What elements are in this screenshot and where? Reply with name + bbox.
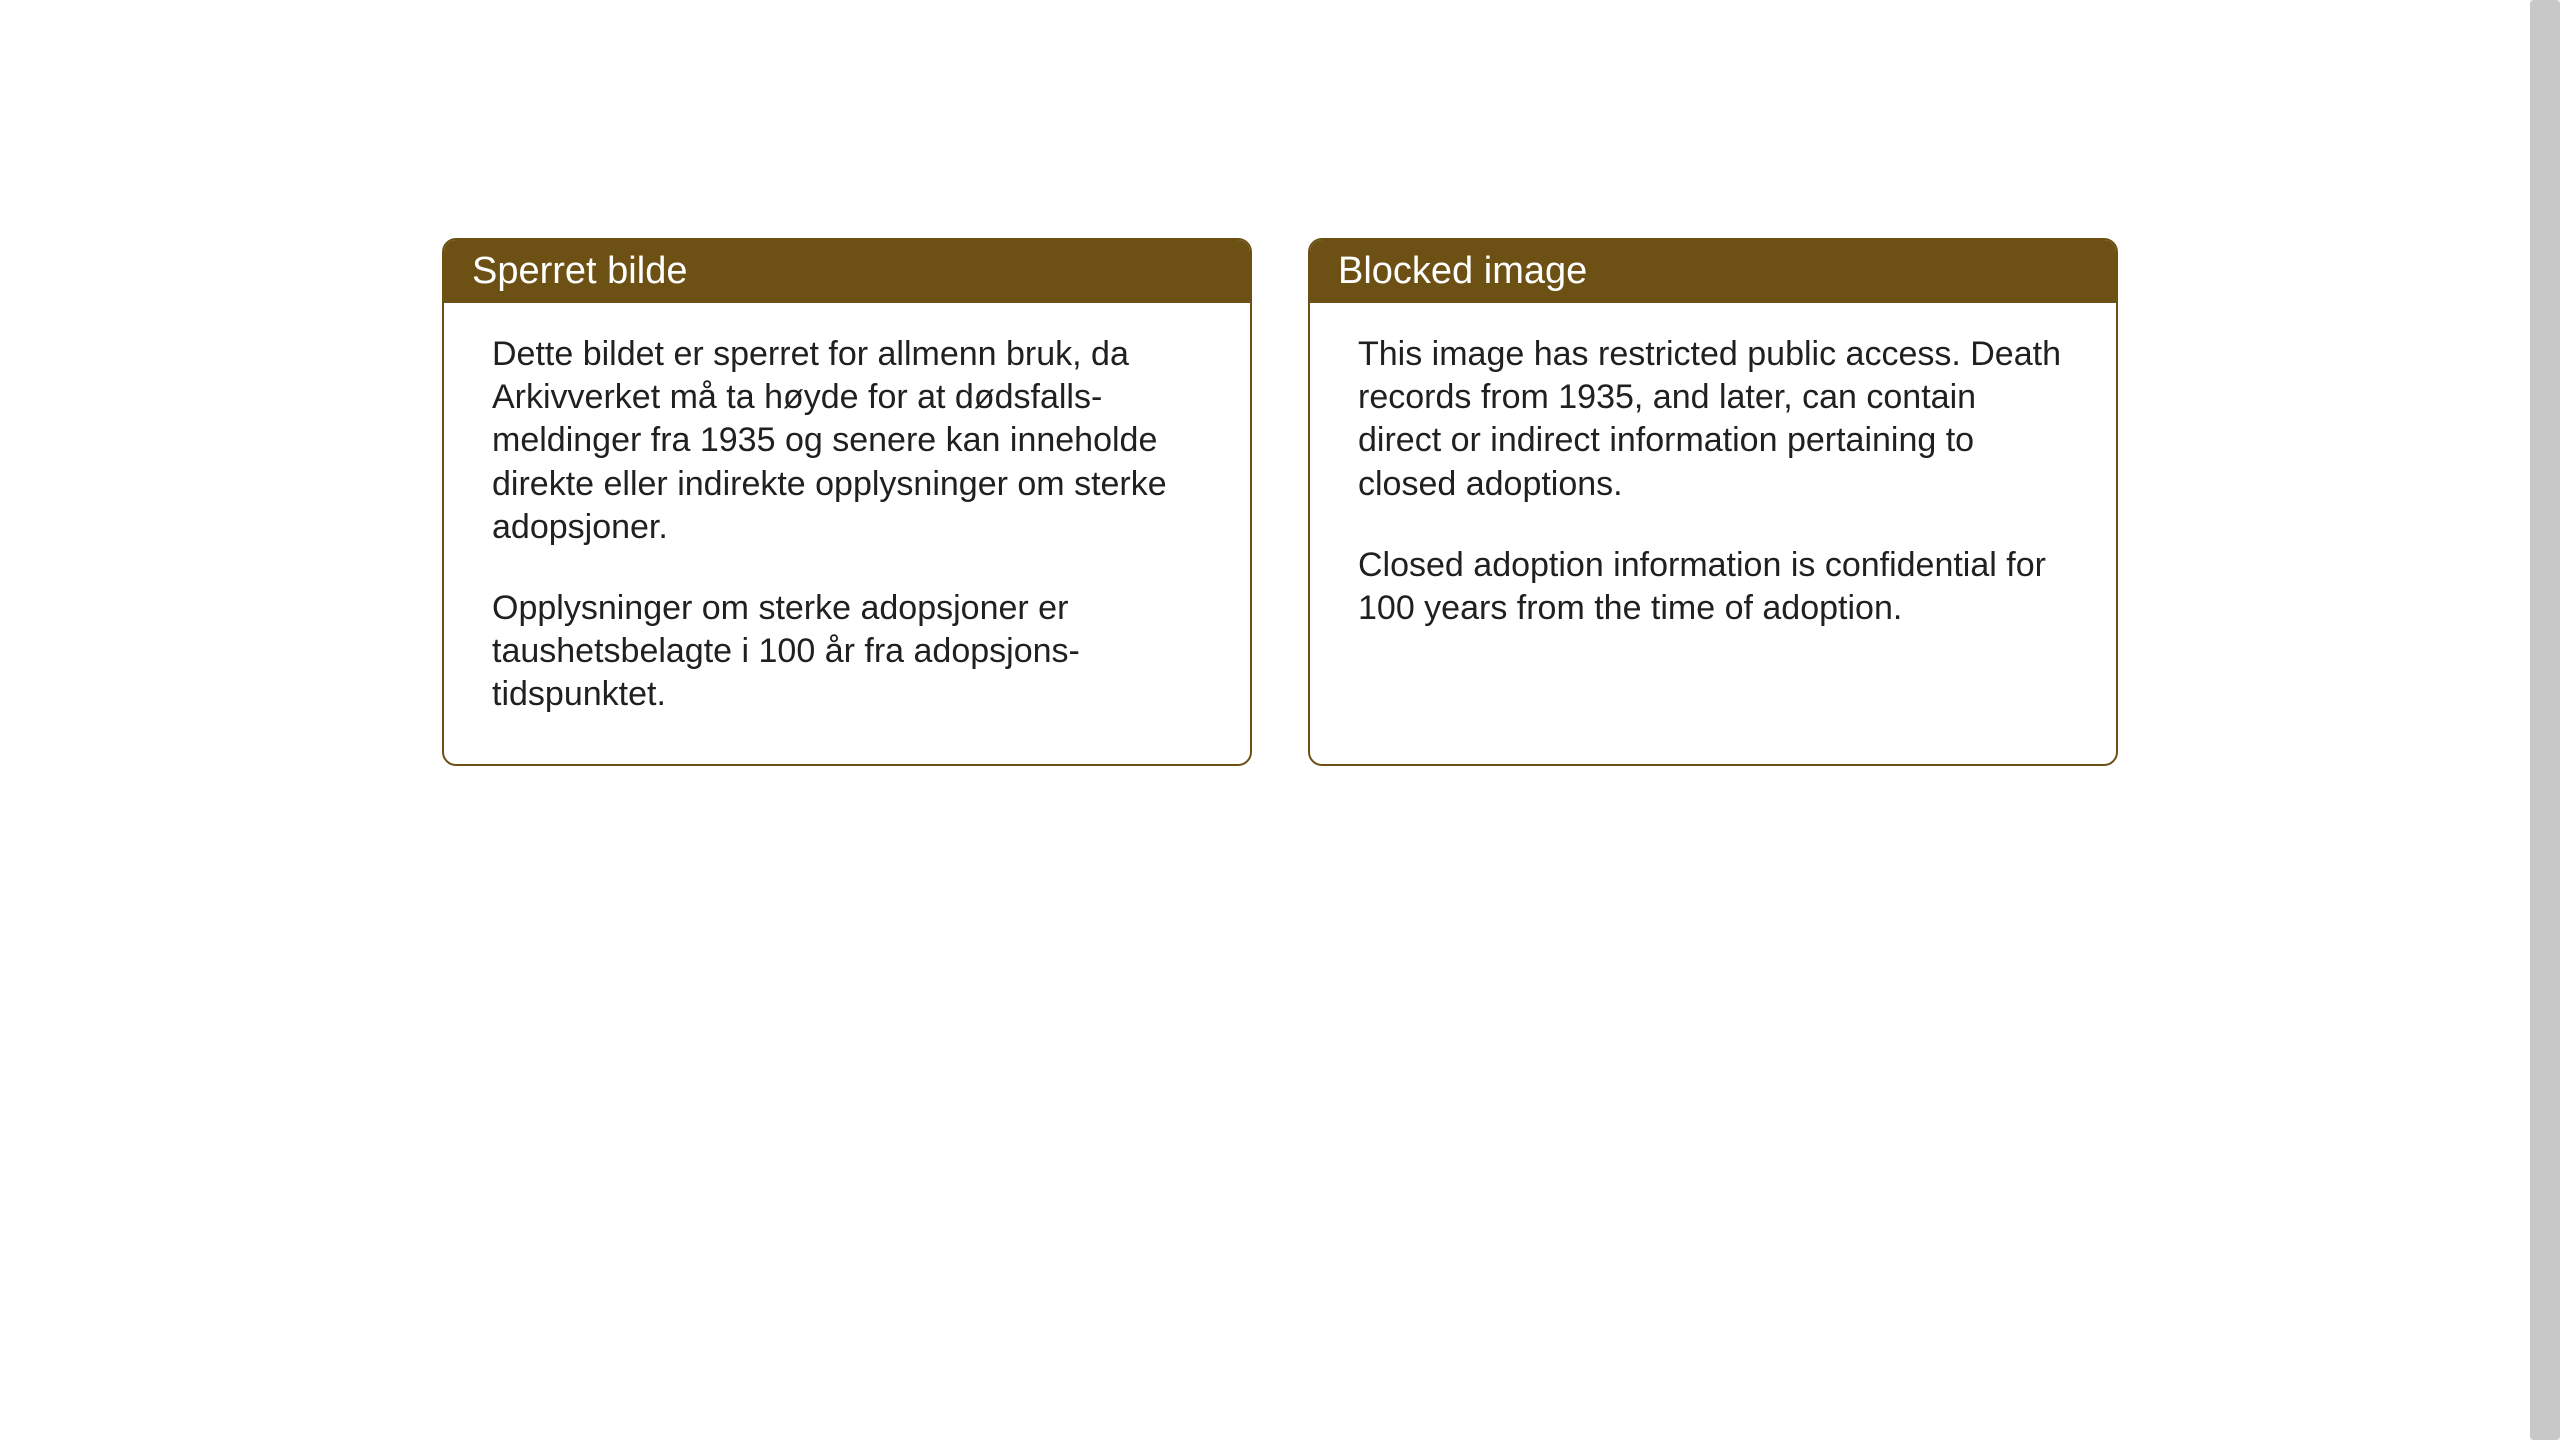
- scrollbar-track[interactable]: [2530, 0, 2560, 1440]
- norwegian-paragraph-2: Opplysninger om sterke adopsjoner er tau…: [492, 587, 1202, 717]
- english-card-title: Blocked image: [1310, 240, 2116, 303]
- norwegian-notice-card: Sperret bilde Dette bildet er sperret fo…: [442, 238, 1252, 766]
- norwegian-card-title: Sperret bilde: [444, 240, 1250, 303]
- norwegian-card-body: Dette bildet er sperret for allmenn bruk…: [444, 303, 1250, 764]
- norwegian-paragraph-1: Dette bildet er sperret for allmenn bruk…: [492, 333, 1202, 549]
- scrollbar-thumb[interactable]: [2530, 0, 2560, 1440]
- english-paragraph-2: Closed adoption information is confident…: [1358, 544, 2068, 630]
- english-paragraph-1: This image has restricted public access.…: [1358, 333, 2068, 506]
- english-notice-card: Blocked image This image has restricted …: [1308, 238, 2118, 766]
- notice-cards-container: Sperret bilde Dette bildet er sperret fo…: [442, 238, 2118, 766]
- english-card-body: This image has restricted public access.…: [1310, 303, 2116, 678]
